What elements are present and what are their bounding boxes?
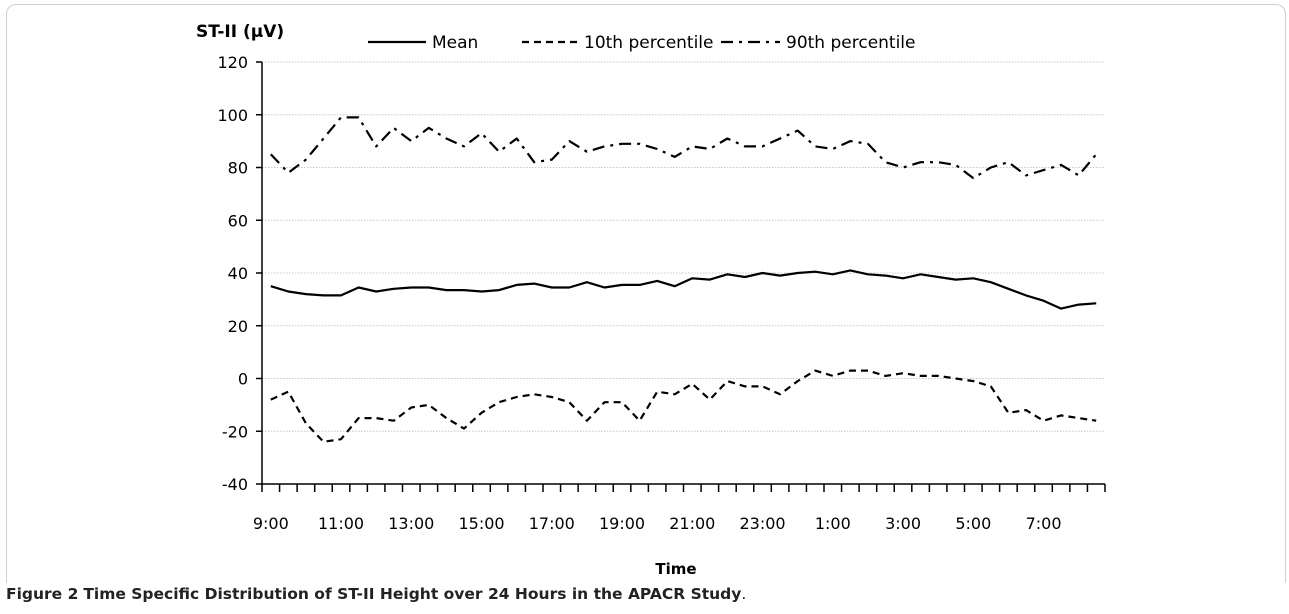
series-lines: [270, 116, 1098, 443]
x-tick-label: 1:00: [815, 514, 851, 533]
x-tick-label: 21:00: [669, 514, 715, 533]
y-tick-label: 120: [217, 53, 248, 72]
series-line-10th-percentile: [270, 369, 1097, 443]
y-axis-label: ST-II (μV): [196, 22, 284, 42]
x-tick-label: 3:00: [885, 514, 921, 533]
x-tick-label: 19:00: [599, 514, 645, 533]
line-chart: 120 100 80 60 40 20 0 -20 -40 9:00 11:00 13:00 15:0…: [196, 22, 1106, 578]
x-tick-label: 7:00: [1026, 514, 1062, 533]
series-line-90th-percentile: [270, 116, 1098, 180]
legend-label: 10th percentile: [584, 33, 714, 53]
series-line-mean: [270, 269, 1097, 310]
figure-caption: Figure 2 Time Specific Distribution of S…: [6, 585, 746, 603]
x-axis-label: Time: [655, 560, 696, 578]
x-tick-label: 11:00: [318, 514, 364, 533]
legend-label: 90th percentile: [786, 33, 916, 53]
x-tick-label: 9:00: [253, 514, 289, 533]
x-tick-label: 17:00: [529, 514, 575, 533]
x-tick-label: 15:00: [458, 514, 504, 533]
legend: Mean 10th percentile 90th percentile: [368, 33, 916, 53]
y-tick-label: 100: [217, 106, 248, 125]
caption-title: Time Specific Distribution of ST-II Heig…: [83, 585, 742, 603]
y-tick-label: 20: [228, 317, 248, 336]
legend-label: Mean: [432, 33, 478, 53]
y-tick-label: -40: [222, 475, 248, 494]
y-axis-ticks: 120 100 80 60 40 20 0 -20 -40: [217, 53, 262, 494]
gridlines: [262, 61, 1105, 432]
figure-frame: [6, 4, 1286, 583]
y-tick-label: 60: [228, 211, 248, 230]
x-tick-label: 5:00: [955, 514, 991, 533]
caption-label: Figure 2: [6, 585, 79, 603]
y-tick-label: -20: [222, 422, 248, 441]
x-axis-ticks: 9:00 11:00 13:00 15:00 17:00 19:00 21:00 23:00 1…: [253, 484, 1106, 533]
y-tick-label: 0: [238, 370, 248, 389]
y-tick-label: 80: [228, 159, 248, 178]
caption-suffix: .: [741, 585, 747, 603]
x-tick-label: 23:00: [739, 514, 785, 533]
y-tick-label: 40: [228, 264, 248, 283]
x-tick-label: 13:00: [388, 514, 434, 533]
